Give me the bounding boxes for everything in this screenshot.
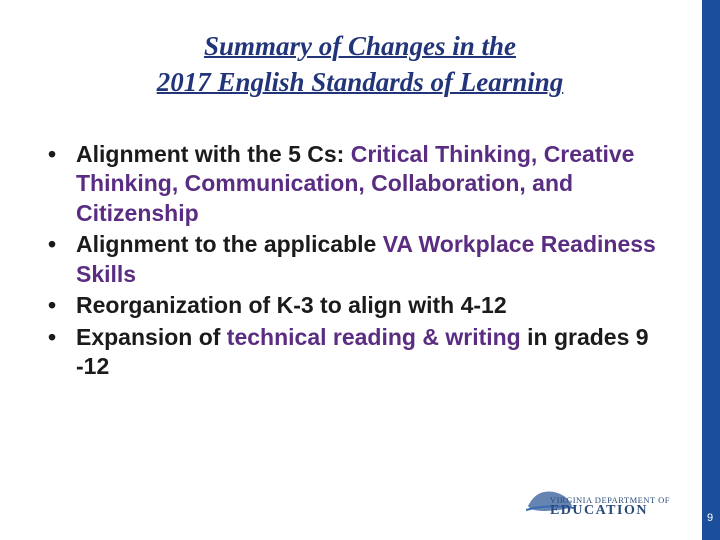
list-item: Expansion of technical reading & writing… xyxy=(30,323,670,382)
bullet-text-emphasis: technical reading & writing xyxy=(227,324,521,350)
list-item: Alignment to the applicable VA Workplace… xyxy=(30,230,670,289)
bullet-text-pre: Alignment with the 5 Cs: xyxy=(76,141,351,167)
right-accent-bar xyxy=(702,0,720,540)
list-item: Alignment with the 5 Cs: Critical Thinki… xyxy=(30,140,670,228)
bullet-text-pre: Reorganization of K-3 to align with 4-12 xyxy=(76,292,507,318)
bullet-list: Alignment with the 5 Cs: Critical Thinki… xyxy=(30,140,670,384)
bullet-text-pre: Expansion of xyxy=(76,324,227,350)
title-line-1: Summary of Changes in the xyxy=(60,28,660,64)
logo-line-2: EDUCATION xyxy=(550,504,670,518)
page-number: 9 xyxy=(704,512,716,524)
vdoe-logo: VIRGINIA DEPARTMENT OF EDUCATION xyxy=(500,484,670,524)
bullet-text-pre: Alignment to the applicable xyxy=(76,231,383,257)
slide-title: Summary of Changes in the 2017 English S… xyxy=(60,28,660,101)
title-line-2: 2017 English Standards of Learning xyxy=(60,64,660,100)
logo-text: VIRGINIA DEPARTMENT OF EDUCATION xyxy=(550,496,670,519)
list-item: Reorganization of K-3 to align with 4-12 xyxy=(30,291,670,320)
